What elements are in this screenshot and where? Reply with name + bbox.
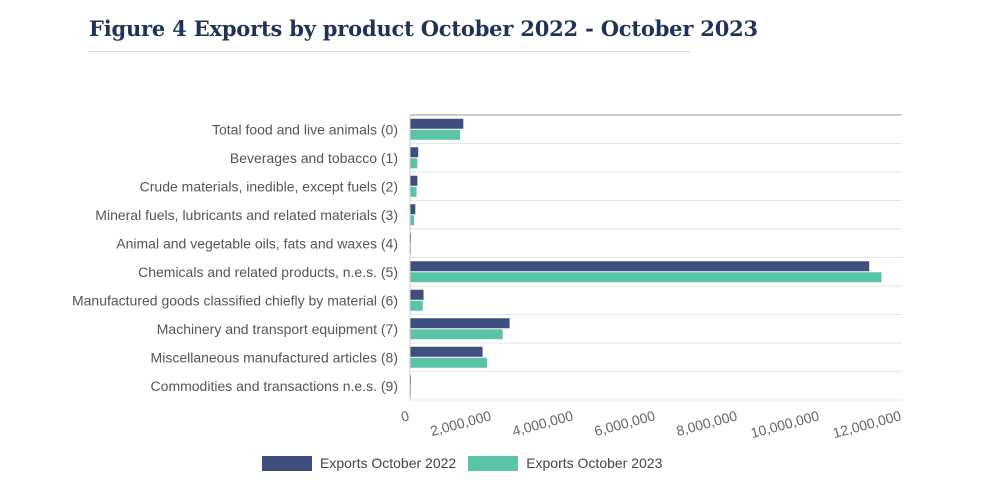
category-label: Mineral fuels, lubricants and related ma… <box>95 207 398 223</box>
category-label: Miscellaneous manufactured articles (8) <box>151 349 398 365</box>
bar-2023[interactable] <box>410 129 461 140</box>
category-label: Manufactured goods classified chiefly by… <box>72 292 398 308</box>
x-tick-label: 0 <box>399 407 411 425</box>
chart-title: Figure 4 Exports by product October 2022… <box>89 16 758 41</box>
bar-2022[interactable] <box>410 204 416 215</box>
bar-2023[interactable] <box>410 215 415 226</box>
title-divider <box>89 51 690 52</box>
x-tick-label: 12,000,000 <box>831 407 903 441</box>
x-tick-label: 8,000,000 <box>674 407 739 439</box>
legend-item-2022[interactable]: Exports October 2022 <box>262 455 456 471</box>
gridlines <box>410 114 902 401</box>
category-label: Total food and live animals (0) <box>212 121 398 137</box>
bar-2022[interactable] <box>410 147 419 158</box>
category-label: Machinery and transport equipment (7) <box>157 321 398 337</box>
category-labels: Total food and live animals (0) Beverages… <box>72 121 398 394</box>
x-axis-tick-labels: 0 2,000,000 4,000,000 6,000,000 8,000,000 10,… <box>399 407 903 441</box>
category-label: Beverages and tobacco (1) <box>230 150 398 166</box>
category-label: Crude materials, inedible, except fuels … <box>140 178 398 194</box>
bar-2022[interactable] <box>410 175 418 186</box>
legend-swatch-2023 <box>468 455 519 471</box>
bar-2023[interactable] <box>410 357 488 368</box>
bar-2023[interactable] <box>410 186 417 197</box>
legend-item-2023[interactable]: Exports October 2023 <box>468 455 662 471</box>
bar-2022[interactable] <box>410 346 483 357</box>
x-tick-label: 2,000,000 <box>428 407 493 439</box>
legend-label-2022: Exports October 2022 <box>320 455 457 471</box>
category-label: Commodities and transactions n.e.s. (9) <box>151 378 398 394</box>
bar-2022[interactable] <box>410 318 510 329</box>
x-tick-label: 10,000,000 <box>749 407 821 441</box>
bar-2023[interactable] <box>410 329 503 340</box>
bars <box>410 118 882 397</box>
x-tick-label: 4,000,000 <box>510 407 575 439</box>
bar-2023[interactable] <box>410 300 423 311</box>
bar-2022[interactable] <box>410 289 424 300</box>
bar-2022[interactable] <box>410 261 870 272</box>
category-label: Chemicals and related products, n.e.s. (… <box>138 264 398 280</box>
legend: Exports October 2022 Exports October 202… <box>262 455 674 471</box>
bar-2022[interactable] <box>410 118 464 129</box>
x-tick-label: 6,000,000 <box>592 407 657 439</box>
bar-2023[interactable] <box>410 158 418 169</box>
bar-2023[interactable] <box>410 272 882 283</box>
legend-label-2023: Exports October 2023 <box>526 455 663 471</box>
legend-swatch-2022 <box>262 455 312 471</box>
category-label: Animal and vegetable oils, fats and waxe… <box>116 235 398 251</box>
